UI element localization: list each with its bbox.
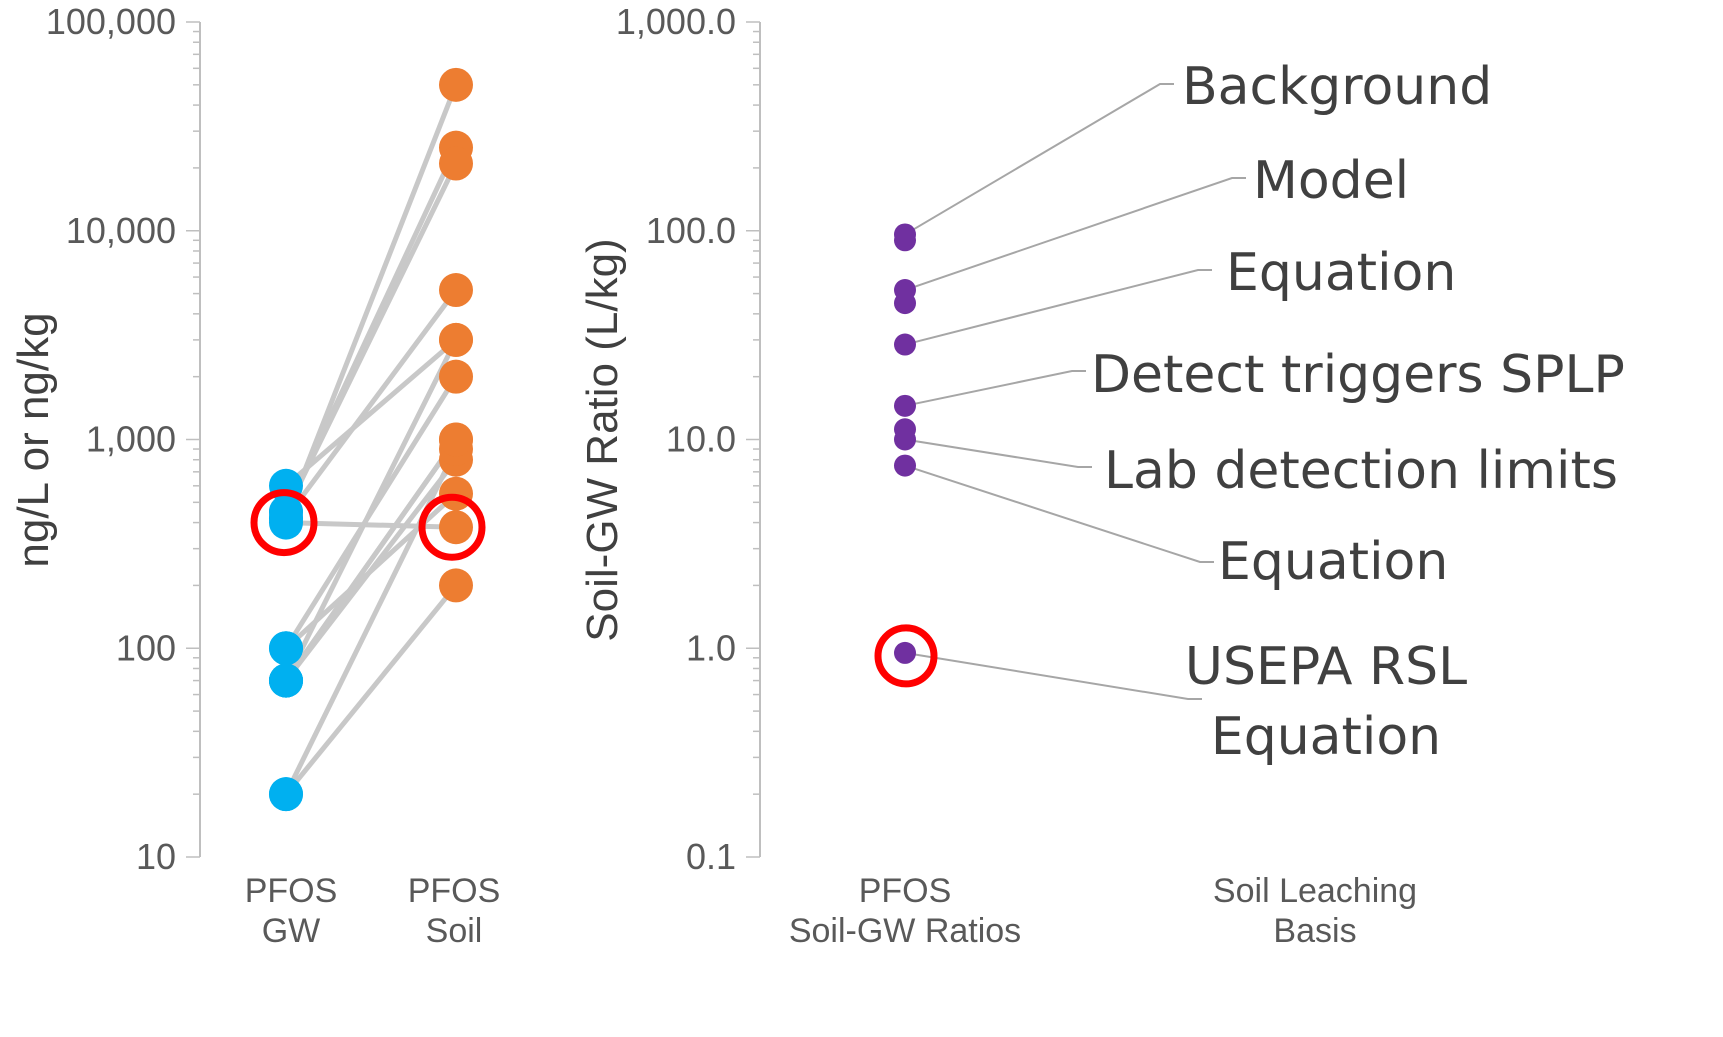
ratio-point: [894, 641, 916, 664]
y-tick-label: 10: [136, 836, 176, 877]
left-y-ticks: 100,000 10,000 1,000 100 10: [46, 1, 200, 877]
annotation-label: Detect triggers SPLP: [1091, 345, 1625, 405]
left-connector-lines: [283, 83, 459, 796]
left-category-2-line1: PFOS: [408, 872, 501, 910]
gw-point: [269, 663, 303, 698]
leader-line: [904, 464, 1214, 563]
left-chart-pfos-concentrations: 100,000 10,000 1,000 100 10 ng/L or ng/kg PF…: [9, 1, 500, 950]
right-category-2-line1: Soil Leaching: [1213, 872, 1417, 910]
soil-point: [439, 568, 473, 603]
connector-line: [284, 338, 458, 488]
ratio-point: [894, 394, 916, 417]
y-tick-label: 1,000.0: [616, 1, 736, 42]
left-category-2-line2: Soil: [426, 912, 483, 950]
annotation-label: USEPA RSL: [1185, 637, 1467, 697]
gw-point: [269, 777, 303, 812]
soil-point: [439, 422, 473, 457]
left-category-1-line1: PFOS: [245, 872, 338, 910]
ratio-point: [894, 428, 916, 451]
connector-line: [284, 583, 458, 796]
soil-point: [439, 67, 473, 102]
leader-line: [904, 370, 1086, 407]
leader-line: [904, 83, 1174, 236]
ratio-point: [894, 292, 916, 315]
gw-highlight-circle: [250, 489, 318, 557]
y-tick-label: 10,000: [66, 210, 176, 251]
leader-line: [904, 438, 1092, 468]
connector-line: [283, 288, 459, 520]
soil-point: [439, 322, 473, 357]
leader-line: [904, 651, 1202, 700]
right-chart-soil-gw-ratios: 1,000.0 100.0 10.0 1.0 0.1 Soil-GW Ratio (L/…: [578, 1, 1625, 950]
leader-line: [904, 269, 1212, 346]
right-category-1-line2: Soil-GW Ratios: [789, 912, 1021, 950]
right-leader-lines: [904, 83, 1246, 700]
gw-point: [269, 505, 303, 540]
soil-highlight-circle: [418, 493, 486, 561]
connector-line: [283, 438, 459, 683]
y-tick-label: 1.0: [686, 627, 736, 668]
ratio-point: [894, 454, 916, 477]
left-points: [269, 67, 473, 812]
y-tick-label: 100: [116, 627, 176, 668]
y-tick-label: 0.1: [686, 836, 736, 877]
soil-point: [439, 146, 473, 181]
left-highlight-circles: [250, 489, 486, 561]
annotation-label: Equation: [1226, 243, 1456, 303]
right-y-ticks: 1,000.0 100.0 10.0 1.0 0.1: [616, 1, 760, 877]
left-category-1-line2: GW: [262, 912, 321, 950]
ratio-point: [894, 333, 916, 356]
connector-line: [283, 162, 459, 513]
gw-point: [269, 631, 303, 666]
y-tick-label: 100.0: [646, 210, 736, 251]
y-tick-label: 100,000: [46, 1, 176, 42]
soil-point: [439, 510, 473, 545]
annotation-label: Lab detection limits: [1104, 441, 1618, 501]
connector-line: [283, 447, 459, 796]
ratio-highlight-circle: [874, 624, 938, 688]
annotation-label: Equation: [1211, 707, 1441, 767]
soil-point: [439, 359, 473, 394]
right-highlight-circles: [874, 624, 938, 688]
right-points: [894, 223, 916, 664]
annotation-label: Model: [1253, 151, 1409, 211]
y-tick-label: 1,000: [86, 419, 176, 460]
right-y-axis-title: Soil-GW Ratio (L/kg): [578, 238, 627, 641]
right-category-1-line1: PFOS: [859, 872, 952, 910]
ratio-point: [894, 229, 916, 252]
left-y-axis-title: ng/L or ng/kg: [9, 312, 58, 567]
right-category-2-line2: Basis: [1273, 912, 1356, 950]
annotation-label: Background: [1182, 57, 1492, 117]
right-annotation-labels: Background Model Equation Detect triggers S…: [1091, 57, 1625, 767]
soil-point: [439, 273, 473, 308]
leader-line: [904, 177, 1246, 291]
connector-line: [284, 491, 458, 651]
y-tick-label: 10.0: [666, 419, 736, 460]
annotation-label: Equation: [1218, 532, 1448, 592]
